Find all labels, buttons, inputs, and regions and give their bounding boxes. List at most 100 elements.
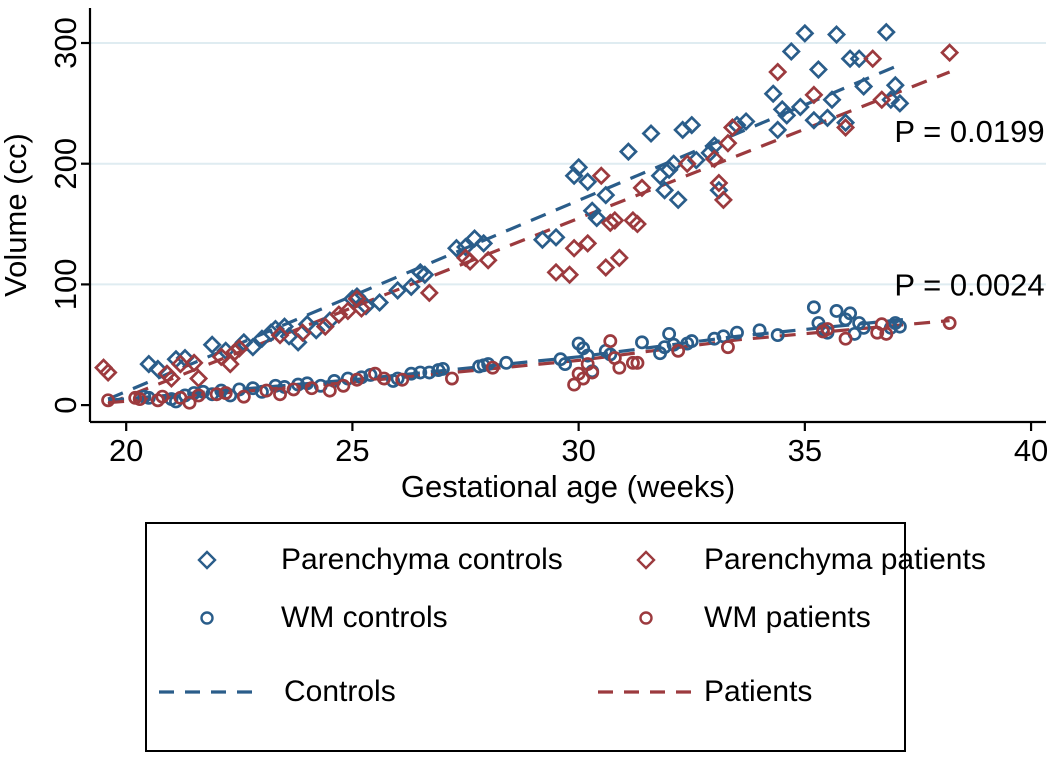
point-wm-controls: [770, 328, 785, 343]
point-parenchyma-patients: [718, 133, 738, 153]
x-tick-label: 35: [788, 433, 822, 468]
point-wm-controls: [662, 326, 677, 341]
point-wm-patients: [576, 371, 591, 386]
legend-symbol-wm-patients: [626, 598, 666, 638]
point-wm-controls: [752, 323, 767, 338]
point-parenchyma-controls: [682, 115, 702, 135]
point-wm-controls: [558, 357, 573, 372]
point-wm-patients: [236, 389, 251, 404]
point-wm-controls: [635, 335, 649, 350]
point-parenchyma-patients: [161, 369, 181, 389]
point-wm-controls: [829, 304, 844, 318]
point-wm-patients: [485, 360, 500, 375]
point-parenchyma-patients: [632, 178, 652, 198]
point-parenchyma-controls: [795, 23, 815, 43]
point-parenchyma-patients: [351, 299, 371, 319]
point-wm-controls: [707, 331, 722, 346]
diamond-controls-icon: [197, 550, 217, 570]
point-parenchyma-controls: [582, 201, 602, 221]
point-parenchyma-patients: [189, 369, 209, 389]
point-parenchyma-patients: [591, 166, 611, 186]
point-parenchyma-controls: [822, 90, 842, 110]
point-parenchyma-controls: [836, 113, 856, 133]
point-wm-patients: [838, 331, 853, 346]
point-parenchyma-controls: [664, 154, 684, 174]
point-parenchyma-controls: [618, 142, 638, 162]
point-wm-patients: [603, 334, 618, 349]
x-tick-label: 20: [109, 433, 143, 468]
point-parenchyma-patients: [600, 213, 620, 233]
legend-symbol-wm-controls: [187, 598, 227, 638]
point-wm-controls: [580, 348, 595, 363]
legend-label: WM patients: [704, 601, 871, 634]
point-wm-patients: [820, 322, 835, 337]
legend-item-patients-line: Patients: [704, 672, 812, 712]
point-parenchyma-controls: [650, 166, 670, 186]
point-parenchyma-controls: [781, 41, 801, 61]
point-wm-controls: [422, 365, 437, 380]
point-parenchyma-patients: [872, 90, 892, 110]
point-wm-patients: [395, 372, 410, 387]
point-wm-controls: [141, 390, 156, 405]
legend-item-controls-line: Controls: [284, 672, 396, 712]
legend-label: Parenchyma patients: [704, 543, 986, 576]
point-parenchyma-controls: [456, 237, 476, 257]
point-parenchyma-controls: [474, 233, 494, 253]
point-wm-controls: [413, 365, 428, 380]
x-tick-label: 25: [335, 433, 369, 468]
chart-canvas: 0 100 200 300 20 25 30 35 40 Gestational age (wee…: [0, 8, 1048, 504]
point-parenchyma-controls: [401, 277, 421, 297]
point-parenchyma-controls: [596, 185, 616, 205]
point-parenchyma-patients: [940, 43, 960, 63]
point-parenchyma-patients: [578, 233, 598, 253]
point-parenchyma-patients: [225, 342, 245, 362]
point-parenchyma-patients: [836, 117, 856, 138]
point-wm-controls: [499, 355, 514, 370]
point-parenchyma-controls: [777, 105, 797, 125]
point-parenchyma-controls: [763, 84, 783, 104]
point-parenchyma-controls: [668, 190, 688, 210]
point-wm-patients: [444, 371, 459, 386]
point-parenchyma-patients: [596, 257, 616, 278]
y-tick-label: 100: [48, 259, 83, 311]
point-parenchyma-controls: [790, 97, 810, 117]
point-parenchyma-patients: [98, 363, 118, 383]
legend-symbol-patients-line: [594, 672, 704, 712]
point-wm-patients: [585, 365, 600, 380]
point-parenchyma-controls: [415, 265, 435, 285]
point-wm-patients: [101, 393, 116, 408]
x-axis-title: Gestational age (weeks): [401, 469, 735, 504]
point-wm-patients: [625, 355, 640, 370]
point-parenchyma-controls: [370, 292, 390, 313]
legend-symbol-controls-line: [155, 672, 265, 712]
point-wm-controls: [806, 300, 821, 315]
point-parenchyma-patients: [220, 354, 240, 374]
legend: Parenchyma controls Parenchyma patients …: [145, 522, 986, 752]
point-parenchyma-patients: [605, 210, 625, 230]
legend-item-wm-patients: WM patients: [704, 598, 871, 638]
legend-label: Patients: [704, 675, 813, 708]
point-parenchyma-controls: [641, 124, 661, 144]
point-wm-patients: [209, 387, 224, 402]
x-tick-label: 30: [561, 433, 595, 468]
point-wm-patients: [336, 378, 351, 393]
point-wm-controls: [730, 325, 744, 340]
point-wm-patients: [630, 355, 645, 370]
point-wm-patients: [671, 343, 686, 358]
point-parenchyma-patients: [627, 214, 647, 234]
point-wm-patients: [720, 340, 735, 355]
circle-patients-icon: [639, 611, 653, 625]
point-wm-patients: [259, 383, 274, 398]
point-parenchyma-patients: [460, 251, 480, 271]
point-parenchyma-controls: [655, 180, 675, 200]
point-wm-patients: [942, 316, 957, 330]
diamond-patients-icon: [636, 550, 656, 570]
point-wm-controls: [435, 361, 450, 376]
point-parenchyma-patients: [609, 248, 629, 268]
y-tick-label: 200: [48, 138, 83, 190]
point-parenchyma-controls: [876, 22, 896, 42]
point-parenchyma-controls: [736, 111, 756, 131]
point-wm-patients: [322, 383, 337, 398]
y-tick-label: 300: [48, 17, 83, 69]
point-parenchyma-patients: [419, 283, 439, 303]
